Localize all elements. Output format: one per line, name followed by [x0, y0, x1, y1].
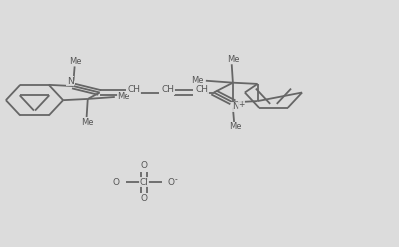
Text: -: -	[175, 175, 178, 184]
Text: Me: Me	[69, 57, 82, 66]
Text: CH: CH	[162, 85, 175, 94]
Text: O: O	[113, 178, 120, 187]
Text: N: N	[232, 102, 239, 111]
Text: Me: Me	[191, 76, 203, 85]
Text: O: O	[167, 178, 174, 187]
Text: Me: Me	[117, 92, 130, 102]
Text: CH: CH	[196, 85, 208, 94]
Text: O: O	[140, 162, 147, 170]
Text: +: +	[239, 100, 245, 109]
Text: Me: Me	[229, 123, 241, 131]
Text: N: N	[67, 77, 74, 86]
Text: Cl: Cl	[139, 178, 148, 187]
Text: Me: Me	[227, 55, 239, 64]
Text: O: O	[140, 194, 147, 203]
Text: CH: CH	[128, 85, 141, 94]
Text: Me: Me	[81, 118, 94, 127]
